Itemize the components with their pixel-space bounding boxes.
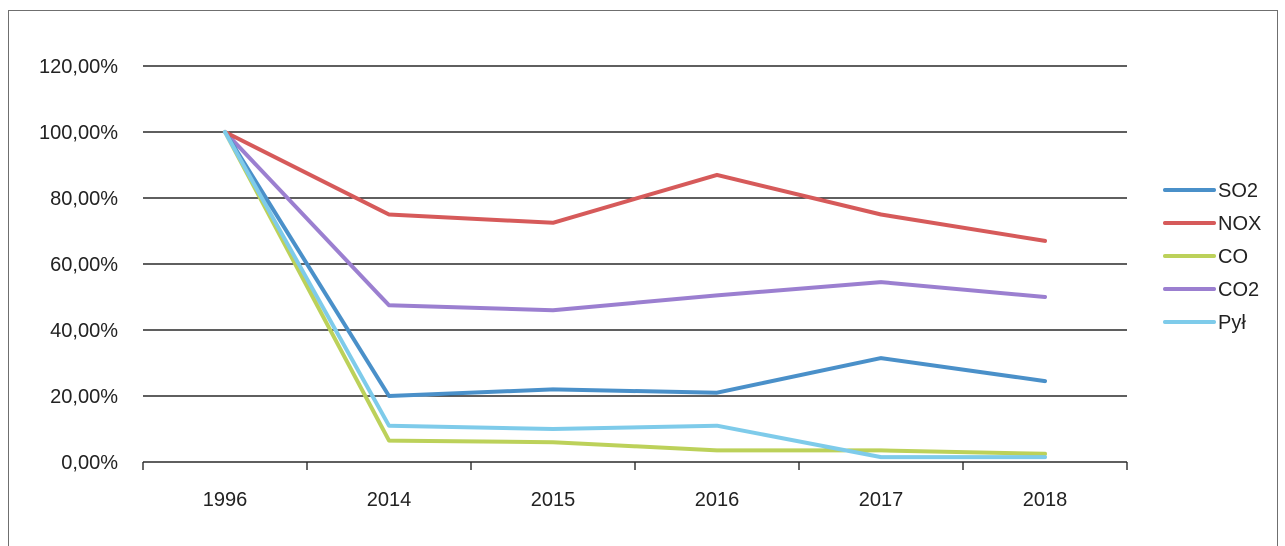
x-tick-label: 2018 [1023,489,1068,511]
x-tick-label: 2014 [367,489,412,511]
series-line-co2 [223,130,1047,313]
legend-label-nox: NOX [1218,213,1261,235]
legend: SO2 NOX CO CO2 Pył [1163,180,1261,334]
chart-frame [8,10,1278,546]
axes [142,461,1128,470]
y-tick-label: 80,00% [50,188,118,210]
legend-label-so2: SO2 [1218,180,1258,202]
x-tick-label: 2016 [695,489,740,511]
y-axis-tick-labels: 0,00% 20,00% 40,00% 60,00% 80,00% 100,00… [39,56,118,474]
series-line-nox [223,130,1047,243]
legend-label-co2: CO2 [1218,279,1259,301]
legend-label-pyl: Pył [1218,312,1246,334]
x-tick-label: 1996 [203,489,248,511]
y-tick-label: 100,00% [39,122,118,144]
y-tick-label: 0,00% [61,452,118,474]
y-tick-label: 120,00% [39,56,118,78]
y-tick-label: 20,00% [50,386,118,408]
x-tick-label: 2017 [859,489,904,511]
series-line-co [223,130,1047,456]
series-line-py [223,130,1047,460]
x-tick-label: 2015 [531,489,576,511]
x-axis-tick-labels: 1996 2014 2015 2016 2017 2018 [203,489,1068,511]
series-line-so2 [223,130,1047,398]
legend-label-co: CO [1218,246,1248,268]
series-lines [223,130,1047,460]
y-tick-label: 60,00% [50,254,118,276]
y-tick-label: 40,00% [50,320,118,342]
